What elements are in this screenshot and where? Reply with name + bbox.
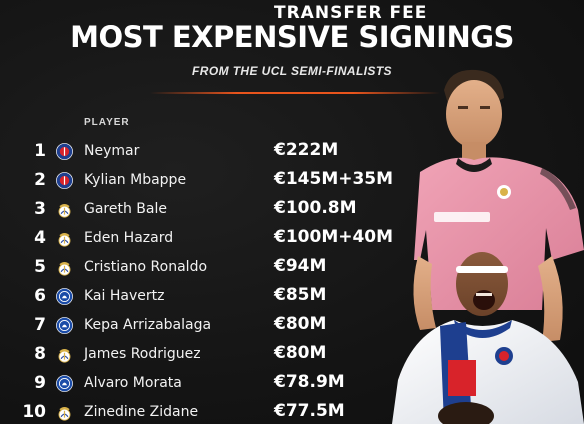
chelsea-crest-icon	[56, 317, 73, 334]
rank-number: 1	[34, 141, 46, 161]
chelsea-crest-icon	[56, 288, 73, 305]
transfer-fee: €222M	[274, 140, 339, 160]
player-photo-illustration	[392, 69, 584, 424]
signing-row: 2 Kylian Mbappe €145M+35M	[0, 166, 420, 195]
chelsea-crest-icon	[56, 375, 73, 392]
page-subtitle: FROM THE UCL SEMI-FINALISTS	[192, 64, 392, 78]
transfer-fee: €85M	[274, 285, 327, 305]
transfer-fee: €94M	[274, 256, 327, 276]
signing-row: 8 James Rodriguez €80M	[0, 340, 420, 369]
player-back-figure	[413, 69, 584, 342]
signings-list: 1 Neymar €222M 2 Kylian Mbappe €145M+35M 3 Gare…	[0, 137, 420, 424]
rank-number: 5	[34, 257, 46, 277]
rank-number: 9	[34, 373, 46, 393]
player-name: Kepa Arrizabalaga	[84, 317, 212, 333]
transfer-fee: €77.5M	[274, 401, 345, 421]
column-header-transfer-fee: TRANSFER FEE	[274, 3, 428, 23]
signing-row: 6 Kai Havertz €85M	[0, 282, 420, 311]
transfer-fee: €100M+40M	[274, 227, 394, 247]
player-name: Kylian Mbappe	[84, 172, 187, 188]
player-name: James Rodriguez	[84, 346, 201, 362]
signing-row: 10 Zinedine Zidane €77.5M	[0, 398, 420, 424]
transfer-fee: €80M	[274, 314, 327, 334]
real-madrid-crest-icon	[56, 230, 73, 247]
transfer-fee: €145M+35M	[274, 169, 394, 189]
player-name: Eden Hazard	[84, 230, 174, 246]
real-madrid-crest-icon	[56, 201, 73, 218]
rank-number: 4	[34, 228, 46, 248]
rank-number: 3	[34, 199, 46, 219]
real-madrid-crest-icon	[56, 404, 73, 421]
signing-row: 3 Gareth Bale €100.8M	[0, 195, 420, 224]
player-name: Gareth Bale	[84, 201, 167, 217]
player-name: Kai Havertz	[84, 288, 165, 304]
rank-number: 7	[34, 315, 46, 335]
real-madrid-crest-icon	[56, 259, 73, 276]
psg-crest-icon	[56, 143, 73, 160]
page-title: MOST EXPENSIVE SIGNINGS	[70, 20, 514, 54]
signing-row: 9 Alvaro Morata €78.9M	[0, 369, 420, 398]
signing-row: 7 Kepa Arrizabalaga €80M	[0, 311, 420, 340]
player-name: Cristiano Ronaldo	[84, 259, 208, 275]
real-madrid-crest-icon	[56, 346, 73, 363]
player-front-figure	[392, 252, 584, 424]
transfer-fee: €78.9M	[274, 372, 345, 392]
rank-number: 10	[22, 402, 46, 422]
column-header-player: PLAYER	[84, 117, 130, 128]
signing-row: 5 Cristiano Ronaldo €94M	[0, 253, 420, 282]
psg-crest-icon	[56, 172, 73, 189]
signing-row: 1 Neymar €222M	[0, 137, 420, 166]
player-name: Zinedine Zidane	[84, 404, 199, 420]
title-divider	[150, 92, 440, 94]
rank-number: 8	[34, 344, 46, 364]
transfer-fee: €80M	[274, 343, 327, 363]
player-name: Neymar	[84, 143, 140, 159]
player-name: Alvaro Morata	[84, 375, 182, 391]
signing-row: 4 Eden Hazard €100M+40M	[0, 224, 420, 253]
rank-number: 2	[34, 170, 46, 190]
rank-number: 6	[34, 286, 46, 306]
transfer-fee: €100.8M	[274, 198, 357, 218]
